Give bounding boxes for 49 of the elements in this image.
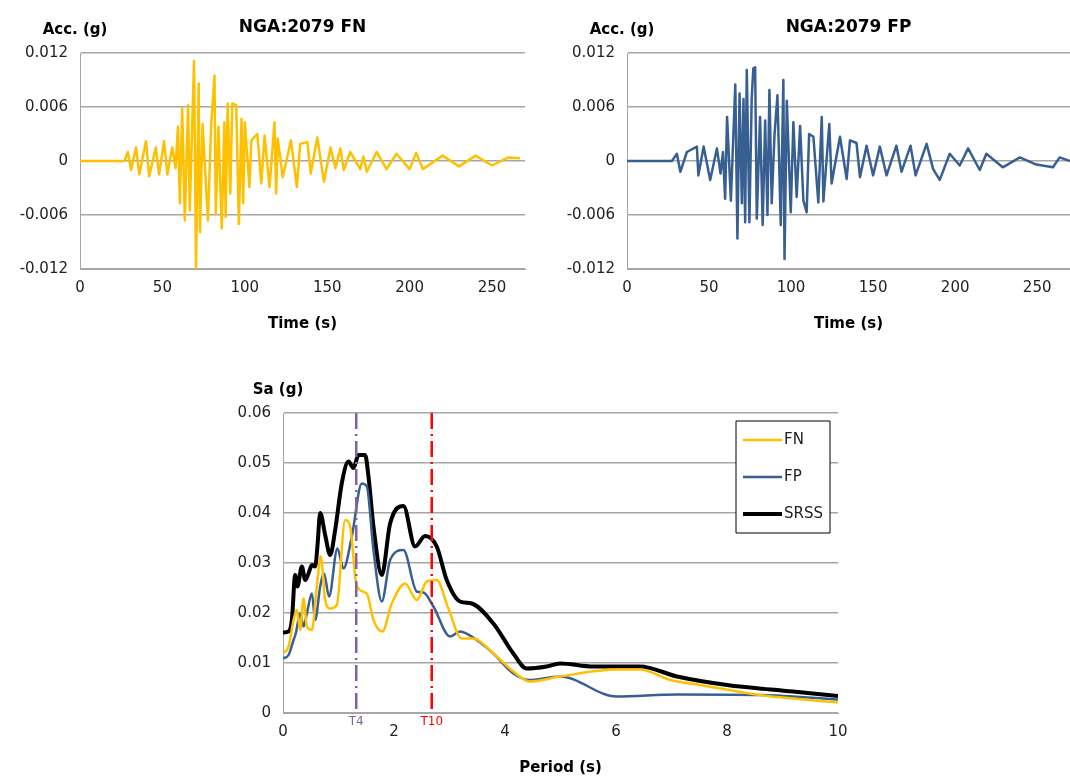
chart-title: NGA:2079 FP	[785, 16, 912, 37]
x-tick-label: 0	[622, 277, 632, 296]
x-tick-label: 150	[858, 277, 888, 296]
line-series	[283, 518, 838, 704]
y-tick-label: -0.012	[566, 258, 615, 277]
x-tick-label: 6	[611, 721, 621, 740]
legend-label: FP	[784, 466, 802, 485]
y-tick-label: 0	[605, 150, 615, 169]
x-tick-label: 2	[389, 721, 399, 740]
x-tick-label: 150	[312, 277, 342, 296]
y-tick-label: 0.04	[237, 502, 271, 521]
y-axis-title: Acc. (g)	[589, 19, 655, 38]
x-tick-label: 50	[699, 277, 719, 296]
y-tick-label: 0.006	[572, 96, 615, 115]
y-tick-label: 0.012	[572, 42, 615, 61]
y-tick-label: 0.03	[237, 552, 271, 571]
x-tick-label: 8	[722, 721, 732, 740]
x-tick-label: 100	[776, 277, 806, 296]
x-axis-title: Time (s)	[813, 313, 884, 332]
y-tick-label: 0	[261, 702, 271, 721]
y-tick-label: -0.012	[19, 258, 68, 277]
x-tick-label: 0	[278, 721, 288, 740]
ref-line-label: T10	[419, 714, 444, 729]
x-axis-title: Period (s)	[519, 757, 602, 776]
y-tick-label: 0.006	[25, 96, 68, 115]
x-tick-label: 10	[828, 721, 848, 740]
y-tick-label: 0.012	[25, 42, 68, 61]
y-tick-label: 0.02	[237, 602, 271, 621]
y-tick-label: -0.006	[19, 204, 68, 223]
x-tick-label: 4	[500, 721, 510, 740]
x-tick-label: 50	[152, 277, 172, 296]
x-tick-label: 250	[1022, 277, 1052, 296]
y-tick-label: 0.05	[237, 452, 271, 471]
x-tick-label: 100	[230, 277, 260, 296]
legend-label: FN	[784, 429, 804, 448]
legend-label: SRSS	[784, 503, 823, 522]
x-tick-label: 200	[940, 277, 970, 296]
y-tick-label: -0.006	[566, 204, 615, 223]
y-axis-title: Acc. (g)	[42, 19, 108, 38]
chart-title: NGA:2079 FN	[238, 16, 367, 37]
y-tick-label: 0	[58, 150, 68, 169]
x-tick-label: 250	[477, 277, 507, 296]
y-axis-title: Sa (g)	[252, 379, 304, 398]
y-tick-label: 0.01	[237, 652, 271, 671]
y-tick-label: 0.06	[237, 402, 271, 421]
x-tick-label: 0	[75, 277, 85, 296]
x-tick-label: 200	[395, 277, 424, 296]
x-axis-title: Time (s)	[267, 313, 338, 332]
ref-line-label: T4	[347, 714, 364, 729]
